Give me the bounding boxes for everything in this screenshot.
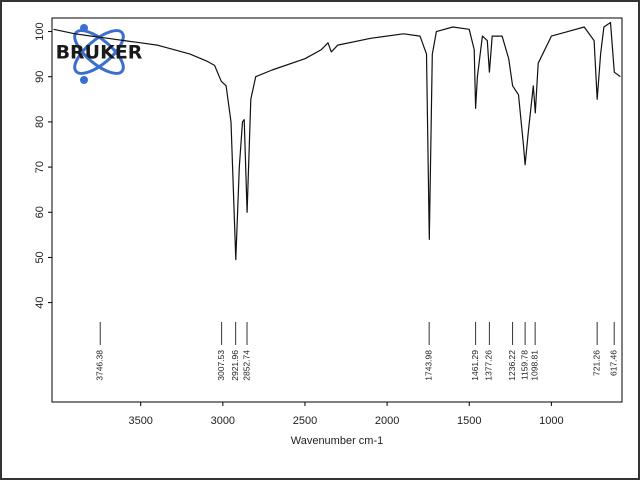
spectrum-line — [53, 21, 621, 261]
x-tick-label: 2500 — [293, 415, 317, 427]
logo-dot — [80, 24, 88, 32]
peak-label: 721.26 — [591, 350, 601, 376]
y-tick-label: 60 — [34, 206, 46, 218]
peak-label: 1098.81 — [529, 350, 539, 381]
logo: BRUKER — [56, 24, 143, 84]
y-tick-label: 40 — [34, 296, 46, 308]
x-tick-label: 3000 — [211, 415, 235, 427]
y-tick-label: 100 — [34, 22, 46, 40]
logo-orbit — [73, 29, 125, 75]
logo-orbit — [73, 29, 125, 75]
x-tick-label: 2000 — [375, 415, 399, 427]
y-tick-label: 80 — [34, 116, 46, 128]
peak-label: 1377.26 — [484, 350, 494, 381]
peak-label: 1236.22 — [507, 350, 517, 381]
x-axis-title: Wavenumber cm-1 — [291, 435, 384, 447]
peak-label: 1743.98 — [423, 350, 433, 381]
y-tick-label: 50 — [34, 251, 46, 263]
y-tick-label: 90 — [34, 71, 46, 83]
peak-label: 2921.96 — [230, 350, 240, 381]
x-tick-label: 3500 — [128, 415, 152, 427]
plot-area — [51, 17, 623, 403]
logo-dot — [80, 76, 88, 84]
peak-label: 1159.78 — [519, 350, 529, 380]
logo-text: BRUKER — [56, 42, 143, 64]
y-tick-label: 70 — [34, 161, 46, 173]
peak-label: 617.46 — [608, 350, 618, 376]
x-tick-label: 1500 — [457, 415, 481, 427]
peak-label: 2852.74 — [241, 350, 251, 381]
peak-label: 1461.29 — [470, 350, 480, 381]
x-tick-label: 1000 — [539, 415, 563, 427]
peak-label: 3007.53 — [216, 350, 226, 381]
peak-label: 3746.38 — [94, 350, 104, 381]
